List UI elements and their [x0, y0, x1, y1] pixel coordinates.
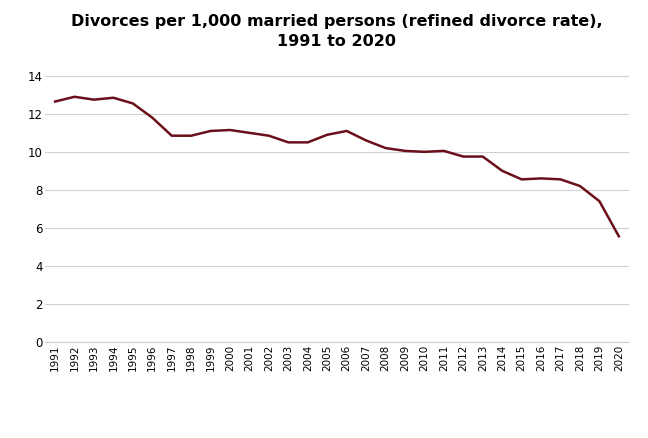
- Title: Divorces per 1,000 married persons (refined divorce rate),
1991 to 2020: Divorces per 1,000 married persons (refi…: [71, 14, 603, 49]
